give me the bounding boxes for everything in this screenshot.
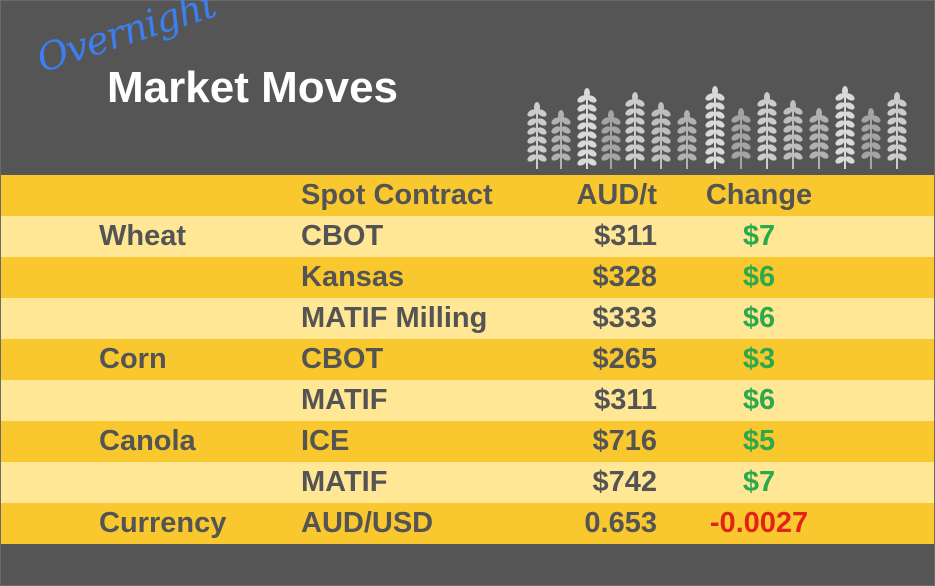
column-header-contract: Spot Contract <box>301 179 493 211</box>
row-aud-price: $265 <box>592 343 657 375</box>
wheat-stalk <box>731 108 751 169</box>
wheat-stalk <box>705 86 725 169</box>
wheat-stalk <box>677 110 697 169</box>
header-banner: Overnight Market Moves <box>1 0 934 173</box>
row-contract: Kansas <box>301 261 405 293</box>
row-change: -0.0027 <box>709 507 809 539</box>
row-change: $6 <box>742 261 776 293</box>
row-aud-price: $311 <box>594 220 657 252</box>
column-header-aud: AUD/t <box>576 179 657 211</box>
row-category: Canola <box>99 425 196 457</box>
row-contract: CBOT <box>301 343 384 375</box>
row-contract: MATIF Milling <box>301 302 488 334</box>
wheat-stalk <box>651 102 671 169</box>
table-header-row: Spot Contract AUD/t Change <box>1 175 934 216</box>
row-contract: ICE <box>301 425 350 457</box>
table-row: Kansas $328 $6 <box>1 257 934 298</box>
wheat-stalk <box>809 108 829 169</box>
row-aud-price: $716 <box>592 425 657 457</box>
footer-bar <box>1 545 934 585</box>
row-contract: AUD/USD <box>301 507 434 539</box>
row-aud-price: 0.653 <box>584 507 657 539</box>
table-row: Wheat CBOT $311 $7 <box>1 216 934 257</box>
wheat-stalk <box>527 102 547 169</box>
row-aud-price: $311 <box>594 384 657 416</box>
row-contract: CBOT <box>301 220 384 252</box>
table-row: Currency AUD/USD 0.653 -0.0027 <box>1 503 934 544</box>
table-row: MATIF $742 $7 <box>1 462 934 503</box>
wheat-stalk <box>783 100 803 169</box>
row-aud-price: $333 <box>592 302 657 334</box>
row-change: $3 <box>742 343 776 375</box>
wheat-stalk <box>887 92 907 169</box>
wheat-stalk <box>861 108 881 169</box>
wheat-stalk <box>601 110 621 169</box>
wheat-stalk <box>835 86 855 169</box>
row-contract: MATIF <box>301 384 388 416</box>
wheat-stalk <box>577 88 597 169</box>
wheat-stalks-icon <box>527 86 907 169</box>
row-contract: MATIF <box>301 466 388 498</box>
wheat-stalk <box>757 92 777 169</box>
row-category: Currency <box>99 507 227 539</box>
row-change: $7 <box>742 220 776 252</box>
row-category: Corn <box>99 343 167 375</box>
row-aud-price: $328 <box>592 261 657 293</box>
table-row: Canola ICE $716 $5 <box>1 421 934 462</box>
row-change: $5 <box>742 425 776 457</box>
row-change: $7 <box>742 466 776 498</box>
row-aud-price: $742 <box>592 466 657 498</box>
column-header-change: Change <box>705 179 813 211</box>
table-row: MATIF Milling $333 $6 <box>1 298 934 339</box>
wheat-stalk <box>551 110 571 169</box>
row-change: $6 <box>742 384 776 416</box>
table-row: Corn CBOT $265 $3 <box>1 339 934 380</box>
table-row: MATIF $311 $6 <box>1 380 934 421</box>
market-table: Spot Contract AUD/t Change Wheat CBOT $311… <box>1 175 934 544</box>
wheat-stalk <box>625 92 645 169</box>
row-category: Wheat <box>99 220 186 252</box>
row-change: $6 <box>742 302 776 334</box>
page-title: Market Moves <box>107 63 399 112</box>
